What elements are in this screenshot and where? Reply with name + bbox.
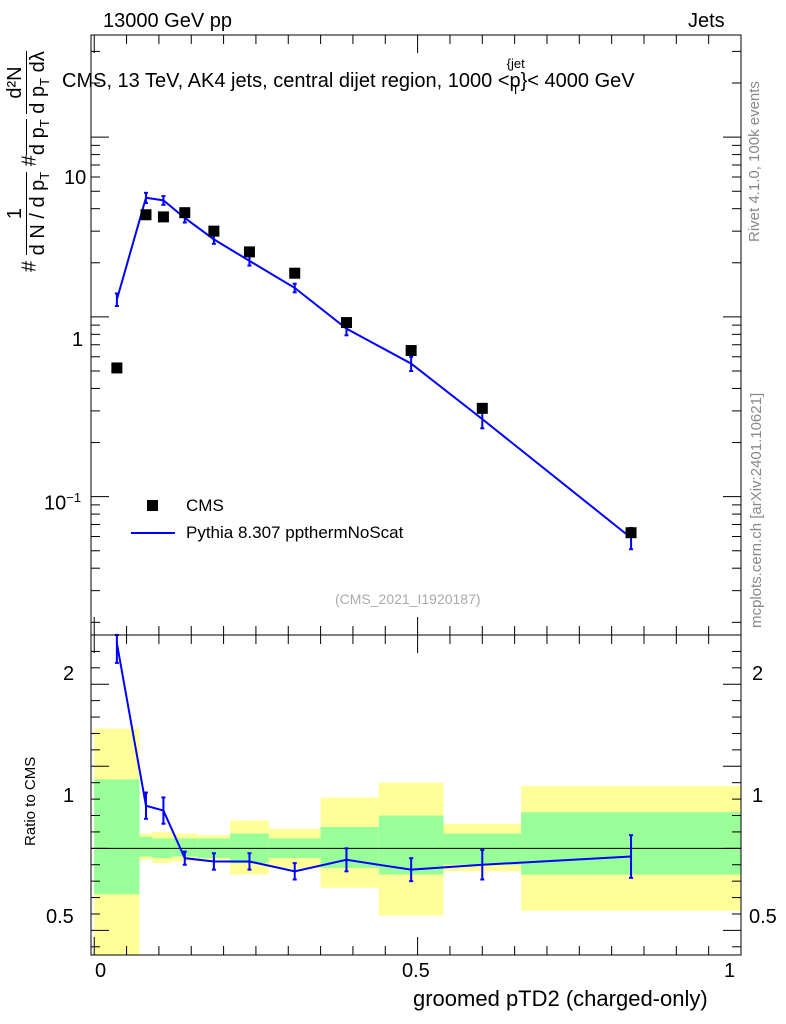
ratio-stat-band-1 bbox=[139, 836, 153, 857]
mcplots-label: mcplots.cern.ch [arXiv:2401.10621] bbox=[748, 392, 765, 628]
y-label-frac-bottom: d N / d p bbox=[27, 179, 49, 256]
xtick-0: 0 bbox=[95, 960, 107, 982]
y-label-num: d²N bbox=[4, 51, 27, 114]
legend-cms-marker bbox=[147, 500, 158, 511]
x-axis-label: groomed pTD2 (charged-only) bbox=[413, 986, 708, 1011]
ratio-series bbox=[114, 634, 634, 883]
header-right: Jets bbox=[688, 10, 725, 32]
legend-label-pythia: Pythia 8.307 ppthermNoScat bbox=[186, 523, 404, 542]
ratio-stat-band-7 bbox=[320, 827, 379, 869]
xtick-1: 1 bbox=[724, 960, 736, 982]
y-label-frac-top: 1 bbox=[4, 171, 27, 256]
y-label-den: d p bbox=[27, 85, 49, 114]
ratio-y-label: Ratio to CMS bbox=[22, 756, 39, 846]
y-label-factor-sub: T bbox=[37, 119, 52, 128]
cms-point-2 bbox=[157, 211, 169, 223]
xtick-0p5: 0.5 bbox=[402, 960, 430, 982]
main-series bbox=[111, 191, 637, 551]
cms-point-9 bbox=[476, 402, 488, 414]
ticks bbox=[91, 35, 742, 955]
header-left: 13000 GeV pp bbox=[103, 10, 232, 32]
ratio-ytick-1-left: 1 bbox=[63, 785, 75, 807]
cms-point-8 bbox=[405, 345, 417, 357]
cms-point-6 bbox=[289, 267, 301, 279]
main-ytick-0p1: 10−1 bbox=[44, 490, 81, 516]
ratio-ytick-2-left: 2 bbox=[63, 663, 75, 685]
chart-title-post: }< 4000 GeV bbox=[520, 70, 635, 92]
ratio-ytick-2-right: 2 bbox=[752, 663, 764, 685]
analysis-watermark: (CMS_2021_I1920187) bbox=[335, 591, 481, 607]
ratio-ytick-0p5-left: 0.5 bbox=[46, 906, 74, 928]
y-label-den-tail: dλ bbox=[27, 51, 49, 78]
y-label-den-sub: T bbox=[37, 77, 52, 86]
rivet-label: Rivet 4.1.0, 100k events bbox=[746, 81, 763, 242]
main-ytick-0p1-sup: −1 bbox=[66, 490, 82, 505]
chart-title-pre: CMS, 13 TeV, AK4 jets, central dijet reg… bbox=[62, 70, 521, 92]
pythia-line bbox=[115, 196, 632, 539]
chart-title-sup: {jet bbox=[506, 56, 525, 71]
y-label-hash-2: # bbox=[18, 155, 41, 167]
cms-point-5 bbox=[243, 246, 255, 258]
y-label-factor: d p bbox=[27, 127, 49, 156]
main-ytick-10: 10 bbox=[64, 167, 87, 189]
main-y-label: # 1 d N / d pT # d pT d²N d pT dλ bbox=[4, 32, 56, 272]
y-label-frac-sub: T bbox=[37, 171, 52, 180]
cms-point-10 bbox=[625, 527, 637, 539]
chart-title-sub: T bbox=[511, 82, 520, 97]
main-ytick-0p1-base: 10 bbox=[44, 492, 67, 515]
cms-point-4 bbox=[208, 225, 220, 237]
chart-title: CMS, 13 TeV, AK4 jets, central dijet reg… bbox=[62, 56, 635, 97]
ratio-bands bbox=[91, 728, 741, 955]
main-frame bbox=[90, 34, 742, 636]
cms-point-7 bbox=[340, 317, 352, 329]
legend-label-cms: CMS bbox=[186, 496, 224, 515]
y-label-hash-1: # bbox=[18, 260, 41, 272]
cms-point-0 bbox=[111, 362, 123, 374]
ratio-ytick-0p5-right: 0.5 bbox=[749, 906, 777, 928]
main-ytick-1: 1 bbox=[72, 329, 84, 351]
cms-point-3 bbox=[179, 207, 191, 219]
legend bbox=[131, 500, 175, 534]
ratio-frame bbox=[90, 634, 742, 956]
ratio-ytick-1-right: 1 bbox=[752, 785, 764, 807]
frames bbox=[90, 34, 742, 956]
ratio-stat-band-0 bbox=[94, 779, 140, 895]
cms-point-1 bbox=[140, 209, 152, 221]
